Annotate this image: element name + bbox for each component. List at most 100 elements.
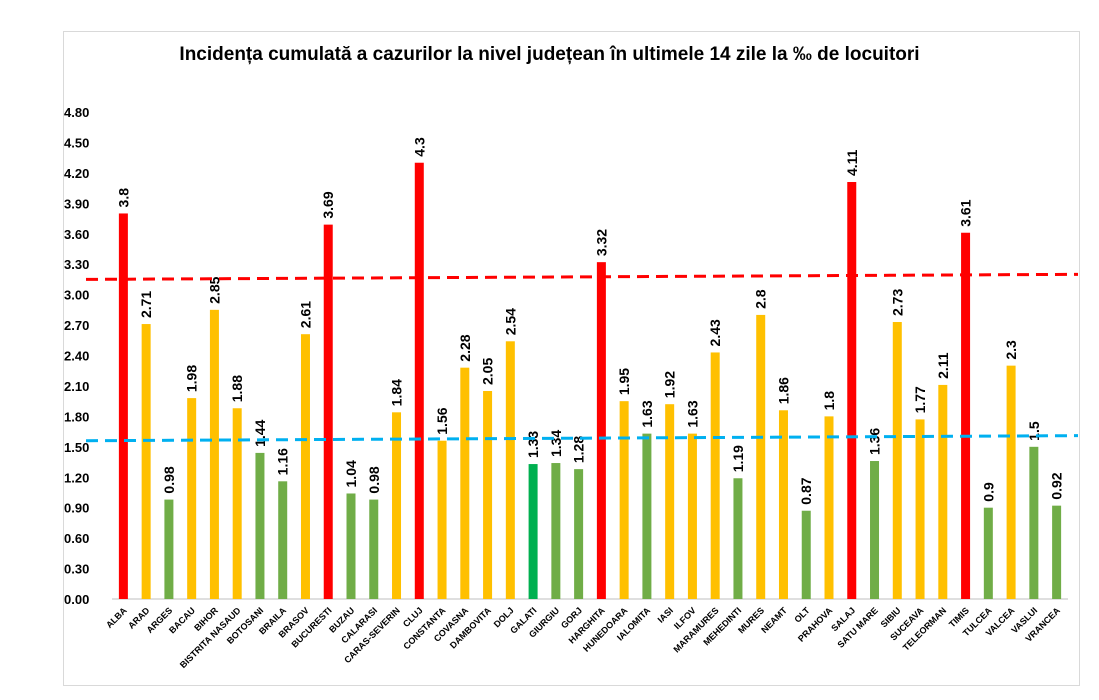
y-tick-label: 3.60 <box>64 227 89 242</box>
bar <box>847 182 857 599</box>
data-label: 0.9 <box>980 482 996 502</box>
category-label: IASI <box>656 605 675 624</box>
y-tick-label: 2.40 <box>64 349 89 364</box>
y-tick-label: 0.60 <box>64 531 89 546</box>
bar <box>209 309 219 599</box>
y-tick-label: 3.00 <box>64 288 89 303</box>
y-tick-label: 3.30 <box>64 257 89 272</box>
bar <box>801 510 811 599</box>
y-tick-label: 1.50 <box>64 440 89 455</box>
bar <box>687 433 697 599</box>
bar <box>756 314 766 599</box>
data-label: 4.3 <box>411 137 427 157</box>
data-label: 2.73 <box>889 289 905 316</box>
data-label: 0.92 <box>1049 472 1065 499</box>
data-label: 1.19 <box>730 445 746 472</box>
bar <box>278 481 288 599</box>
data-label: 3.69 <box>320 191 336 218</box>
bar <box>187 398 197 599</box>
bar <box>574 469 584 599</box>
data-label: 2.28 <box>457 334 473 361</box>
bar <box>1006 365 1016 599</box>
bar <box>483 391 493 599</box>
y-tick-label: 1.20 <box>64 470 89 485</box>
y-tick-label: 4.20 <box>64 166 89 181</box>
data-label: 1.98 <box>184 365 200 392</box>
y-tick-label: 2.70 <box>64 318 89 333</box>
bar <box>118 213 128 600</box>
data-label: 1.86 <box>775 377 791 404</box>
chart-frame <box>63 31 1080 686</box>
data-label: 1.63 <box>684 400 700 427</box>
bar <box>710 352 720 599</box>
bar <box>983 507 993 599</box>
reference-line <box>85 434 1079 443</box>
bar <box>323 224 333 599</box>
data-label: 1.88 <box>229 375 245 402</box>
y-tick-label: 0.30 <box>64 562 89 577</box>
bar <box>164 499 174 599</box>
bar <box>619 401 629 599</box>
data-label: 1.04 <box>343 460 359 487</box>
data-label: 2.85 <box>206 276 222 303</box>
data-label: 3.8 <box>115 188 131 208</box>
data-label: 1.56 <box>434 407 450 434</box>
bar <box>141 324 151 599</box>
data-label: 1.63 <box>639 400 655 427</box>
bar <box>346 493 356 599</box>
category-label: NEAMT <box>759 605 789 635</box>
chart-title: Incidența cumulată a cazurilor la nivel … <box>179 44 920 65</box>
data-label: 1.36 <box>867 428 883 455</box>
y-tick-label: 1.80 <box>64 409 89 424</box>
bar <box>437 440 447 599</box>
data-label: 2.71 <box>138 291 154 318</box>
data-label: 1.44 <box>252 419 268 446</box>
bar <box>596 262 606 599</box>
data-label: 1.34 <box>548 430 564 457</box>
bar <box>1029 446 1039 599</box>
y-tick-label: 2.10 <box>64 379 89 394</box>
data-label: 1.28 <box>571 436 587 463</box>
bar <box>892 322 902 599</box>
data-label: 1.77 <box>912 386 928 413</box>
data-label: 2.54 <box>502 308 518 335</box>
y-tick-label: 3.90 <box>64 196 89 211</box>
reference-line <box>85 272 1079 281</box>
bar <box>915 419 925 599</box>
bar <box>778 410 788 599</box>
bar <box>961 232 971 599</box>
bar <box>392 412 402 599</box>
bar <box>369 499 379 599</box>
bar <box>1052 505 1062 599</box>
category-label: OLT <box>792 605 812 625</box>
y-tick-label: 4.50 <box>64 135 89 150</box>
bar <box>255 452 265 599</box>
data-label: 0.98 <box>366 466 382 493</box>
data-label: 3.61 <box>958 199 974 226</box>
bar <box>870 461 880 599</box>
bar <box>460 367 470 599</box>
bar <box>528 464 538 599</box>
data-label: 1.92 <box>662 371 678 398</box>
data-label: 3.32 <box>593 229 609 256</box>
bar <box>414 162 424 599</box>
bar <box>505 341 515 599</box>
category-label: ALBA <box>104 605 129 630</box>
bar <box>938 384 948 599</box>
data-label: 2.43 <box>707 319 723 346</box>
y-tick-label: 0.00 <box>64 592 89 607</box>
y-tick-label: 4.80 <box>64 105 89 120</box>
data-label: 0.98 <box>161 466 177 493</box>
data-label: 4.11 <box>844 149 860 176</box>
bar <box>824 416 834 599</box>
bar <box>232 408 242 599</box>
data-label: 0.87 <box>798 477 814 504</box>
data-label: 2.61 <box>297 301 313 328</box>
data-label: 1.95 <box>616 368 632 395</box>
bar <box>665 404 675 599</box>
bar <box>300 334 310 599</box>
data-label: 1.16 <box>275 448 291 475</box>
data-label: 1.8 <box>821 391 837 411</box>
data-label: 2.8 <box>753 289 769 309</box>
